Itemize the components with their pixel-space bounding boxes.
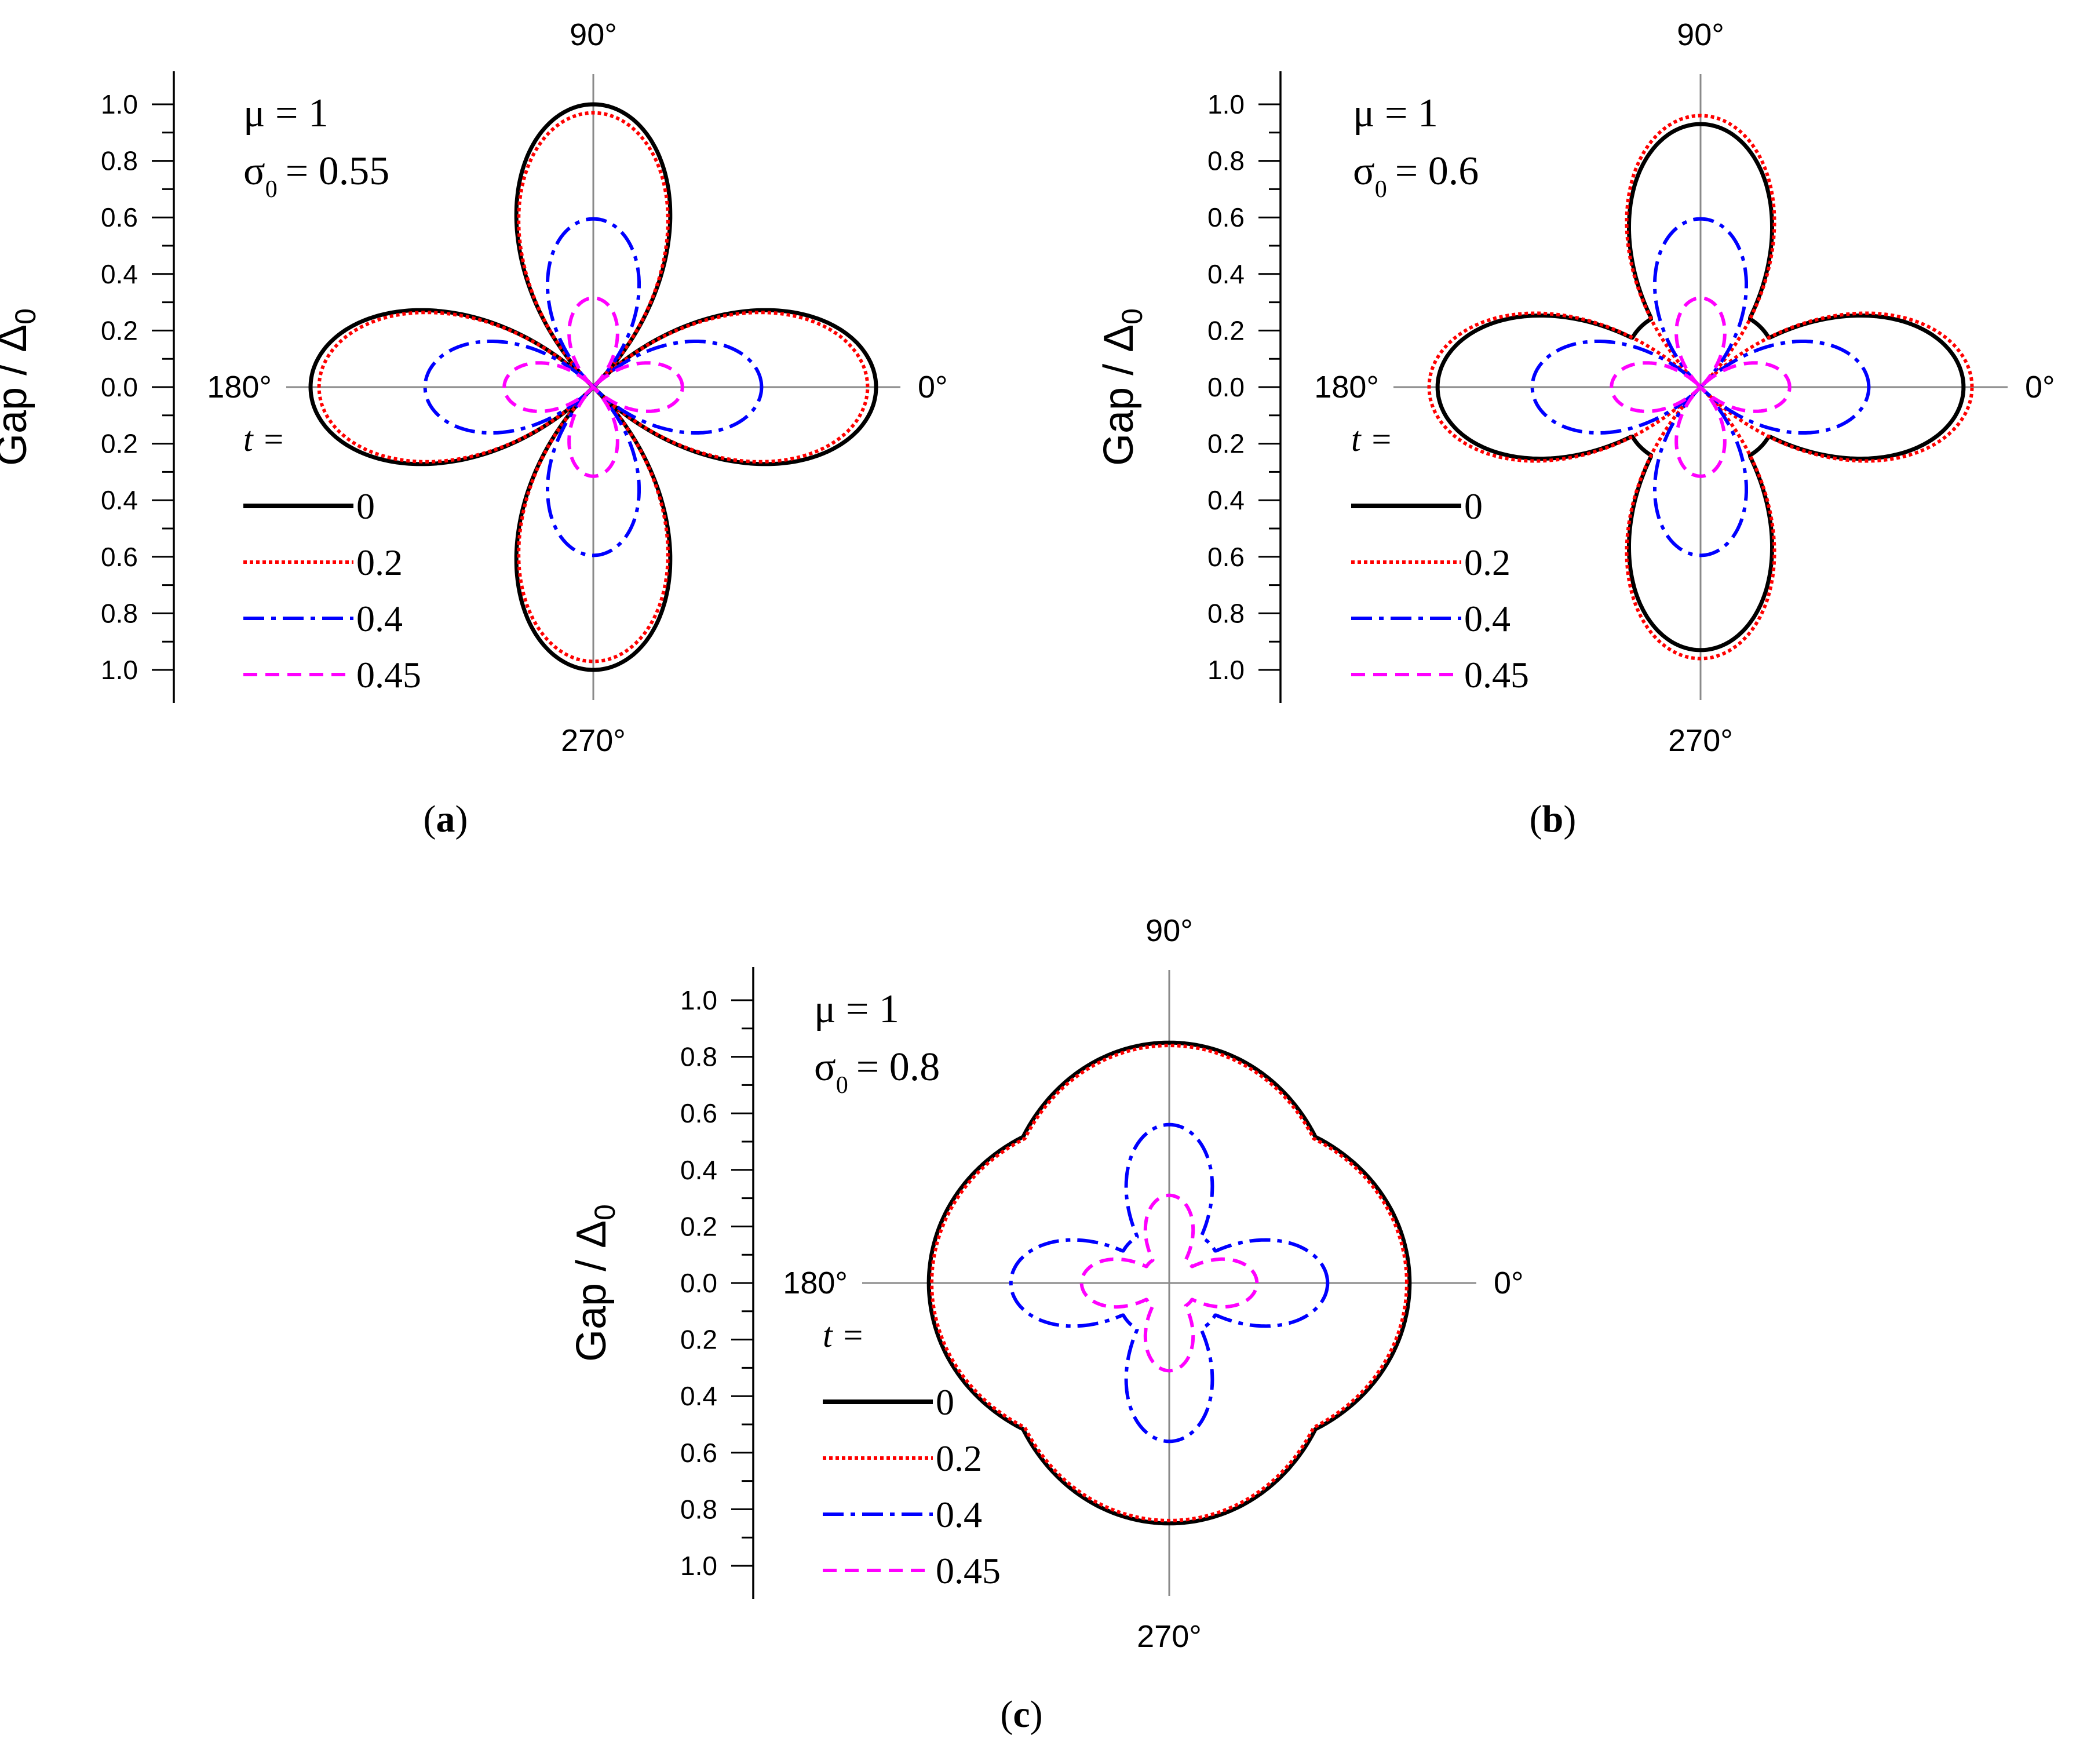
panel-a: 1.0 0.8 0.6 0.4 0.2 0.0 0.2 0.4 0.6 0.8 1.0 Gap / Δ… xyxy=(0,17,948,840)
legend-title: t = xyxy=(243,420,285,458)
axis-tick-label: 0.4 xyxy=(1207,485,1245,515)
series-curve-t-0.4 xyxy=(423,217,764,557)
legend-label-t-0: 0 xyxy=(936,1382,954,1423)
param-sigma: σ0 = 0.6 xyxy=(1353,149,1479,203)
axis-tick-label: 0.2 xyxy=(680,1325,717,1355)
param-mu: μ = 1 xyxy=(243,91,329,136)
legend-label-t-0.45: 0.45 xyxy=(1464,654,1529,695)
series-curve-t-0.2 xyxy=(930,1044,1409,1522)
legend-label-t-0.45: 0.45 xyxy=(936,1550,1001,1591)
axis-tick-label: 0.6 xyxy=(680,1098,717,1128)
axis-tick-label: 0.8 xyxy=(680,1042,717,1072)
axis-tick-label: 1.0 xyxy=(680,1551,717,1581)
panel-b: 1.0 0.8 0.6 0.4 0.2 0.0 0.2 0.4 0.6 0.8 1.0 Gap / Δ… xyxy=(1096,17,2055,840)
angle-label-270: 270° xyxy=(1668,723,1733,758)
axis-tick-label: 0.6 xyxy=(101,202,138,232)
panel-caption: (a) xyxy=(424,798,468,840)
axis-tick-label: 1.0 xyxy=(680,985,717,1015)
axis-tick-label: 0.8 xyxy=(1207,146,1245,176)
legend-label-t-0.4: 0.4 xyxy=(936,1494,982,1535)
angle-label-180: 180° xyxy=(207,370,272,404)
angle-label-90: 90° xyxy=(1145,913,1193,948)
series-curve-t-0.2 xyxy=(317,111,870,664)
axis-tick-label: 0.2 xyxy=(1207,315,1245,345)
axis-tick-label: 1.0 xyxy=(1207,655,1245,685)
axis-tick-label: 0.0 xyxy=(101,372,138,402)
angle-label-180: 180° xyxy=(783,1266,848,1300)
axis-tick-label: 0.6 xyxy=(1207,542,1245,572)
legend-title: t = xyxy=(823,1316,864,1354)
axis-tick-label: 0.6 xyxy=(101,542,138,572)
axis-tick-label: 0.2 xyxy=(101,315,138,345)
series-curve-t-0 xyxy=(926,1040,1412,1526)
series-curve-t-0.2 xyxy=(1427,114,1974,661)
axis-tick-label: 0.8 xyxy=(1207,598,1245,628)
legend-label-t-0.2: 0.2 xyxy=(936,1438,982,1479)
legend-label-t-0.4: 0.4 xyxy=(1464,598,1511,639)
series-curve-t-0.45 xyxy=(1079,1193,1259,1373)
axis-tick-label: 0.2 xyxy=(1207,429,1245,459)
axis-tick-label: 0.0 xyxy=(680,1268,717,1298)
axis-tick-label: 0.6 xyxy=(680,1438,717,1468)
axis-tick-label: 0.2 xyxy=(680,1211,717,1241)
param-mu: μ = 1 xyxy=(1353,91,1438,136)
angle-label-0: 0° xyxy=(918,370,948,404)
series-curve-t-0.4 xyxy=(1009,1122,1330,1444)
legend-label-t-0.45: 0.45 xyxy=(356,654,421,695)
angle-label-90: 90° xyxy=(1677,17,1724,52)
angle-label-0: 0° xyxy=(2025,370,2055,404)
legend-title: t = xyxy=(1351,420,1393,458)
axis-tick-label: 0.8 xyxy=(680,1494,717,1524)
angle-label-180: 180° xyxy=(1314,370,1379,404)
axis-tick-label: 1.0 xyxy=(1207,89,1245,119)
axis-tick-label: 0.4 xyxy=(680,1381,717,1411)
series-curve-t-0.4 xyxy=(1530,217,1871,557)
series-curve-t-0.45 xyxy=(502,296,684,478)
axis-tick-label: 1.0 xyxy=(101,89,138,119)
axis-tick-label: 0.2 xyxy=(101,429,138,459)
axis-tick-label: 0.4 xyxy=(680,1155,717,1185)
angle-label-270: 270° xyxy=(1137,1619,1202,1654)
legend-label-t-0: 0 xyxy=(356,486,375,527)
y-axis-label: Gap / Δ0 xyxy=(568,1204,621,1362)
angle-label-0: 0° xyxy=(1494,1266,1524,1300)
axis-tick-label: 0.4 xyxy=(101,485,138,515)
panel-caption: (b) xyxy=(1530,798,1577,840)
legend-label-t-0: 0 xyxy=(1464,486,1483,527)
y-axis-label: Gap / Δ0 xyxy=(1096,308,1148,466)
axis-tick-label: 0.0 xyxy=(1207,372,1245,402)
angle-label-270: 270° xyxy=(561,723,626,758)
legend-label-t-0.2: 0.2 xyxy=(1464,542,1511,583)
axis-tick-label: 0.4 xyxy=(101,259,138,289)
axis-tick-label: 0.8 xyxy=(101,598,138,628)
axis-tick-label: 1.0 xyxy=(101,655,138,685)
panel-c: 1.0 0.8 0.6 0.4 0.2 0.0 0.2 0.4 0.6 0.8 1.0 Gap / Δ… xyxy=(568,913,1524,1736)
y-axis-label: Gap / Δ0 xyxy=(0,308,42,466)
legend-label-t-0.4: 0.4 xyxy=(356,598,403,639)
param-sigma: σ0 = 0.55 xyxy=(243,149,389,203)
param-mu: μ = 1 xyxy=(814,987,899,1032)
axis-tick-label: 0.4 xyxy=(1207,259,1245,289)
legend-label-t-0.2: 0.2 xyxy=(356,542,403,583)
panel-caption: (c) xyxy=(1000,1693,1042,1736)
axis-tick-label: 0.8 xyxy=(101,146,138,176)
series-curve-t-0.45 xyxy=(1610,296,1792,478)
angle-label-90: 90° xyxy=(570,17,617,52)
param-sigma: σ0 = 0.8 xyxy=(814,1045,940,1099)
axis-tick-label: 0.6 xyxy=(1207,202,1245,232)
